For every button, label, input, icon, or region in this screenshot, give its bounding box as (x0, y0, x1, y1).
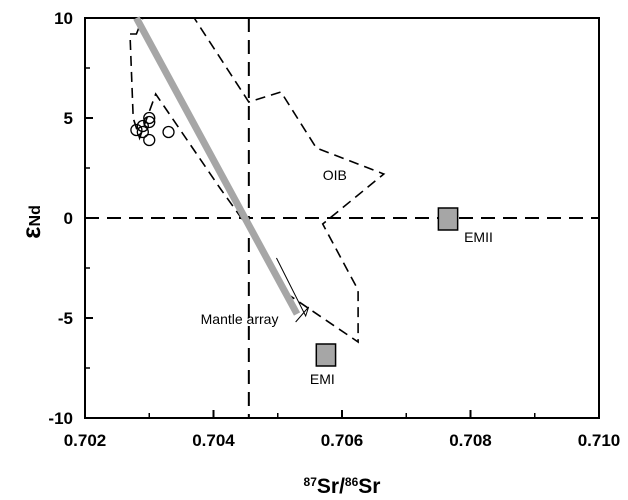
x-tick-label: 0.710 (578, 431, 621, 450)
x-axis-title-base2: Sr (358, 475, 380, 498)
x-tick-label: 0.704 (192, 431, 235, 450)
sample-point (136, 125, 149, 139)
sample-point (130, 123, 143, 137)
sample-point (143, 133, 156, 147)
sample-point (143, 115, 156, 129)
y-tick-label: 0 (64, 209, 73, 228)
emi-label: EMI (310, 371, 335, 387)
mantle-array-leader (276, 257, 310, 323)
mantle-array-band (133, 16, 301, 316)
sample-point (143, 111, 156, 125)
x-axis-ticks: 0.702 0.704 0.706 0.708 0.710 (64, 410, 621, 450)
oib-label: OIB (323, 167, 347, 183)
emii-box (437, 207, 459, 231)
y-tick-label: 5 (64, 109, 73, 128)
y-axis-title-epsilon: ε (16, 226, 46, 238)
x-axis-title-base1: Sr/ (317, 475, 345, 498)
x-tick-label: 0.702 (64, 431, 107, 450)
sample-points (130, 111, 175, 147)
x-tick-label: 0.706 (321, 431, 364, 450)
x-axis-title: 87Sr/86Sr (304, 475, 381, 498)
x-tick-label: 0.708 (449, 431, 492, 450)
x-axis-title-sup2: 86 (345, 475, 359, 489)
sample-point (136, 119, 149, 133)
emi-box (315, 343, 337, 367)
mantle-array-label: Mantle array (201, 311, 279, 327)
y-tick-label: 10 (54, 9, 73, 28)
oib-field-outline (129, 17, 386, 344)
sample-point (162, 125, 175, 139)
emii-label: EMII (464, 229, 493, 245)
y-tick-label: -10 (48, 409, 73, 428)
y-tick-label: -5 (58, 309, 73, 328)
x-axis-title-sup1: 87 (304, 475, 318, 489)
y-axis-ticks: 10 5 0 -5 -10 (48, 9, 93, 428)
y-axis-title: εNd (16, 205, 46, 239)
y-axis-title-sub: Nd (27, 205, 44, 226)
